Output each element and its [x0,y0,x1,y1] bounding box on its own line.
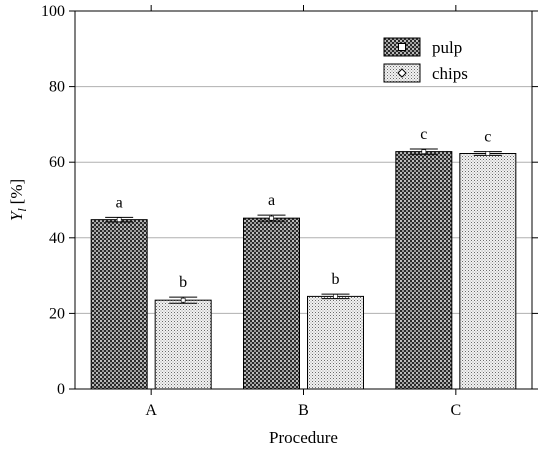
legend-label-pulp: pulp [432,38,462,57]
square-marker-icon [398,43,406,51]
legend-label-chips: chips [432,64,468,83]
y-axis-unit: [%] [7,179,26,204]
y-tick-label: 100 [41,3,65,20]
x-tick-label: A [145,402,157,419]
y-axis-symbol: Y [7,210,26,221]
diamond-marker-icon [397,68,407,78]
axes [69,5,538,395]
y-axis-title-text: Yl [%] [7,179,29,221]
bar-chips-A [154,299,212,390]
mean-marker [180,297,186,303]
bar-chips-C [459,153,517,390]
y-tick-label: 0 [57,381,65,398]
bar-pulp-C [395,151,453,390]
bars [90,148,517,390]
y-tick-label: 60 [49,154,65,171]
significance-letter: c [484,129,491,146]
y-axis-title: Yl [%] [7,179,29,221]
x-axis-title: Procedure [269,428,338,447]
mean-marker [116,217,122,222]
mean-marker [269,215,274,221]
y-tick-label: 80 [49,79,65,96]
bar-pulp-B [243,217,300,390]
y-tick-label: 40 [49,230,65,247]
bar-chips-B [307,295,364,390]
significance-letter: b [179,274,187,291]
legend: pulp chips [383,37,468,83]
x-tick-label: C [450,402,461,419]
mean-marker [333,294,338,299]
x-tick-label: B [298,402,309,419]
y-tick-label: 20 [49,305,65,322]
plot-frame [74,10,533,390]
significance-letter: a [116,194,123,211]
mean-marker [421,149,427,154]
grid-lines [75,86,532,314]
significance-letter: a [268,192,275,209]
y-axis-subscript: l [15,208,29,212]
mean-marker [485,151,491,156]
bar-pulp-A [90,219,148,390]
significance-letter: b [332,271,340,288]
labels: 0 20 40 60 80 100 Aa b Ba b Cc c Procedure Yl [%] [7,3,491,447]
significance-letter: c [420,126,427,143]
